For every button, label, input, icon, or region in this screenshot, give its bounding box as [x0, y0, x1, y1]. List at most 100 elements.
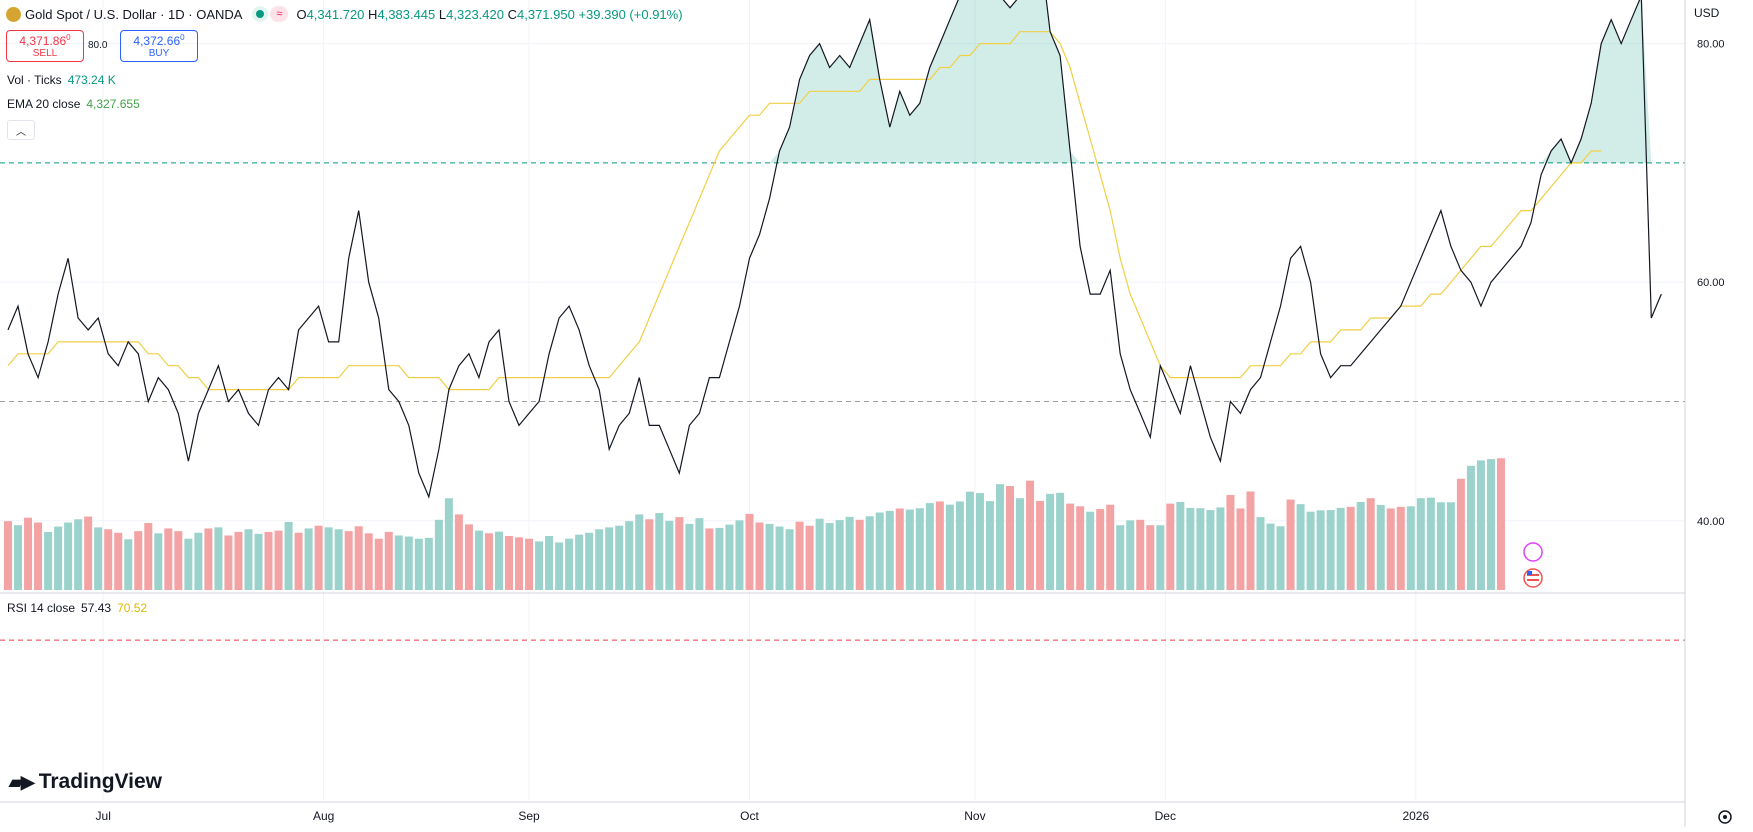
volume-bar	[1096, 509, 1105, 590]
buy-label: BUY	[148, 48, 170, 59]
volume-bar	[344, 531, 353, 590]
volume-bar	[234, 531, 243, 590]
rsi-tick-label: 80.00	[1697, 39, 1725, 51]
volume-bar	[1186, 507, 1195, 590]
ohlc-values: O4,341.720 H4,383.445 L4,323.420 C4,371.…	[296, 7, 682, 22]
volume-bar	[1036, 500, 1045, 590]
low-label: L	[438, 6, 447, 22]
volume-bar	[1086, 511, 1095, 590]
volume-bar	[474, 530, 483, 590]
volume-bar	[675, 517, 684, 590]
volume-bar	[444, 498, 453, 590]
settings-gear-center	[1723, 815, 1727, 819]
volume-bar	[394, 535, 403, 590]
volume-bar	[204, 528, 213, 590]
volume-legend[interactable]: Vol · Ticks 473.24 K	[7, 73, 116, 87]
rsi-legend[interactable]: RSI 14 close 57.43 70.52	[7, 601, 147, 615]
volume-bar	[1456, 478, 1465, 590]
volume-bar	[64, 522, 73, 590]
volume-bar	[1176, 501, 1185, 590]
volume-bar	[615, 525, 624, 590]
buy-price: 4,372.66	[133, 34, 181, 48]
volume-bar	[1106, 504, 1115, 590]
wave-icon[interactable]: ≈	[270, 6, 289, 22]
currency-selector[interactable]: USD	[1694, 6, 1720, 20]
sell-price-sup: 0	[66, 33, 71, 42]
ema-value: 4,327.655	[86, 97, 140, 111]
tradingview-wordmark: TradingView	[38, 770, 163, 793]
volume-bar	[144, 523, 153, 590]
tradingview-icon: ▰▶	[9, 771, 35, 792]
symbol-header: Gold Spot / U.S. Dollar · 1D · OANDA ≈ O…	[6, 6, 683, 22]
volume-bar	[104, 529, 113, 590]
symbol-title[interactable]: Gold Spot / U.S. Dollar · 1D · OANDA	[25, 6, 243, 22]
volume-bar	[1146, 525, 1155, 590]
volume-bar	[414, 538, 423, 590]
volume-bar	[1276, 526, 1285, 590]
volume-bar	[885, 510, 894, 590]
rsi-value: 57.43	[81, 601, 112, 615]
volume-bar	[585, 532, 594, 590]
volume-bar	[905, 509, 914, 590]
market-open-icon[interactable]	[252, 6, 269, 22]
volume-value: 473.24 K	[67, 73, 116, 87]
lightning-event-icon	[1523, 542, 1543, 562]
time-tick-label: Oct	[740, 809, 759, 823]
high-value: 4,383.445	[377, 6, 436, 22]
volume-bar	[1266, 523, 1275, 590]
volume-bar	[44, 531, 53, 590]
sell-button[interactable]: 4,371.860 SELL	[6, 30, 84, 62]
volume-bar	[1406, 506, 1415, 590]
volume-bar	[134, 531, 143, 590]
volume-bar	[705, 528, 714, 590]
volume-bar	[374, 538, 383, 590]
volume-bar	[575, 534, 584, 590]
volume-bar	[535, 541, 544, 590]
volume-bar	[384, 531, 393, 590]
volume-bar	[304, 528, 313, 590]
ema-legend[interactable]: EMA 20 close 4,327.655	[7, 97, 140, 111]
volume-bar	[745, 513, 754, 590]
volume-bar	[164, 528, 173, 590]
volume-bar	[434, 519, 443, 590]
volume-bar	[815, 518, 824, 590]
volume-bar	[835, 520, 844, 590]
rsi-ma-line	[7, 31, 1602, 391]
volume-bar	[1446, 502, 1455, 590]
volume-bar	[1046, 493, 1055, 590]
volume-bar	[545, 536, 554, 590]
volume-bar	[785, 529, 794, 590]
volume-bar	[505, 536, 513, 590]
volume-bar	[915, 508, 924, 590]
volume-label: Vol · Ticks	[7, 73, 62, 87]
volume-bar	[655, 513, 664, 590]
volume-bar	[364, 533, 373, 590]
volume-bar	[875, 512, 884, 590]
buy-price-sup: 0	[180, 33, 185, 42]
time-tick-label: Sep	[518, 809, 540, 823]
volume-bar	[605, 527, 614, 590]
volume-bar	[1236, 508, 1245, 590]
volume-bar	[34, 522, 43, 590]
volume-bar	[124, 539, 133, 590]
volume-bar	[1326, 510, 1335, 590]
collapse-legend-button[interactable]: ︿	[7, 120, 35, 140]
volume-bar	[955, 501, 964, 590]
volume-bar	[1116, 525, 1125, 590]
volume-bar	[1156, 525, 1165, 590]
volume-bar	[1076, 506, 1085, 590]
volume-bar	[1356, 501, 1365, 590]
volume-bar	[1306, 511, 1315, 590]
volume-bar	[494, 531, 503, 590]
tradingview-logo[interactable]: ▰▶ TradingView	[9, 770, 162, 794]
buy-button[interactable]: 4,372.660 BUY	[120, 30, 198, 62]
rsi-ma-value: 70.52	[117, 601, 148, 615]
volume-bar	[965, 491, 974, 590]
sell-price: 4,371.86	[19, 34, 67, 48]
volume-bar	[895, 508, 904, 590]
volume-bar	[1196, 508, 1205, 590]
volume-bar	[1256, 517, 1265, 590]
